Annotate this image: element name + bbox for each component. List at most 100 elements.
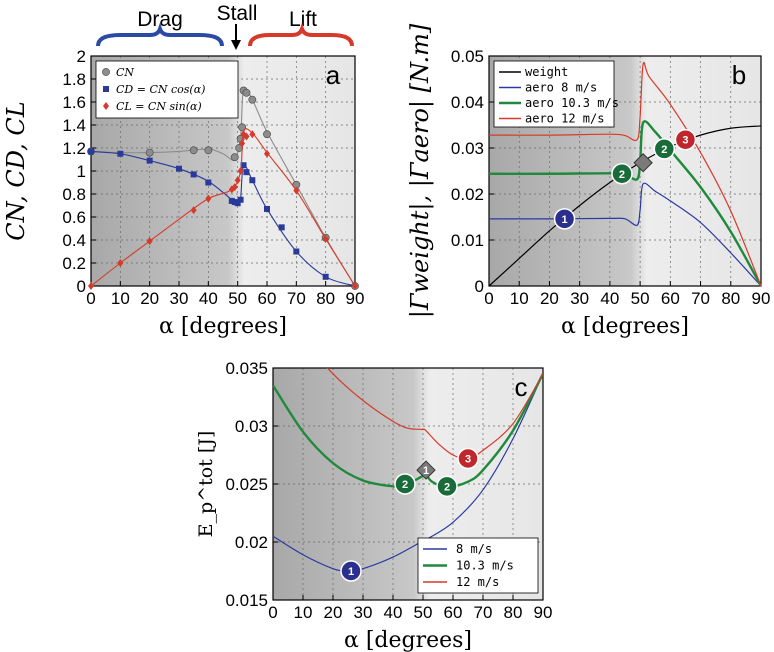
x-tick-label: 60 (661, 289, 680, 308)
legend-entry: CD = CN cos(α) (103, 83, 205, 96)
y-tick-label: 1.6 (62, 93, 86, 112)
y-tick-label: 0.015 (225, 591, 268, 610)
chart-panel-c: 0 10 20 30 40 50 60 70 80 900.0150.020.0250.030.0… (195, 359, 553, 652)
x-tick-label: 90 (752, 289, 771, 308)
data-point (278, 224, 285, 231)
x-tick-label: 80 (316, 289, 335, 308)
data-point (146, 157, 153, 164)
operating-point-stall (633, 153, 653, 173)
operating-point-diamond (633, 153, 653, 173)
operating-point-3: 3 (674, 128, 697, 151)
y-tick-label: 0 (475, 277, 484, 296)
x-tick-label: 0 (268, 603, 277, 622)
legend-entry: aero 8 m/s (499, 81, 597, 95)
x-tick-label: 30 (570, 289, 589, 308)
y-tick-label: 0.04 (451, 93, 484, 112)
legend-label: CD = CN cos(α) (116, 83, 205, 96)
data-point (117, 150, 124, 157)
x-tick-label: 10 (294, 603, 313, 622)
series-line (273, 373, 543, 572)
legend-entry: 12 m/s (423, 575, 499, 589)
y-tick-label: 0.03 (235, 417, 268, 436)
operating-point-diamond (416, 460, 436, 480)
operating-point-2: 2 (436, 475, 458, 498)
x-tick-label: 50 (228, 289, 247, 308)
series-2 (326, 368, 543, 460)
plot-frame (488, 55, 762, 287)
data-point (352, 282, 358, 290)
x-tick-label: 60 (444, 603, 463, 622)
x-tick-label: 40 (600, 289, 619, 308)
panel-label: c (515, 372, 528, 402)
legend-entry: 8 m/s (423, 542, 492, 556)
operating-point-1: 1 (553, 208, 576, 230)
data-point (145, 148, 154, 157)
operating-point-label: 1 (561, 214, 567, 226)
y-tick-label: 0.4 (62, 231, 86, 250)
data-point (243, 132, 250, 141)
operating-point-1: 1 (416, 460, 436, 480)
y-tick-labels: 0 0.01 0.02 0.03 0.04 0.05 (451, 47, 494, 296)
data-point (239, 139, 246, 148)
y-tick-label: 0.025 (225, 475, 268, 494)
y-tick-label: 0.6 (62, 208, 86, 227)
y-tick-label: 2 (77, 47, 86, 66)
operating-point-2: 2 (394, 473, 416, 495)
data-point (293, 248, 300, 255)
operating-point-circle (457, 447, 479, 470)
data-point (322, 234, 329, 243)
data-point (102, 68, 110, 76)
legend-entry: weight (499, 65, 568, 79)
y-tick-label: 0 (77, 277, 86, 296)
legend-label: aero 8 m/s (525, 81, 597, 95)
x-tick-label: 0 (484, 289, 493, 308)
data-point (117, 259, 124, 267)
legend-entry: aero 12 m/s (499, 112, 604, 126)
drag-brace (96, 22, 224, 47)
data-point (103, 86, 109, 92)
x-tick-label: 0 (86, 289, 95, 308)
data-point (248, 95, 257, 104)
data-point (190, 206, 197, 215)
x-tick-label: 10 (111, 289, 130, 308)
operating-point-circle (394, 473, 416, 495)
legend-label: aero 10.3 m/s (525, 96, 619, 110)
operating-point-label: 3 (465, 453, 471, 465)
data-point (240, 162, 247, 169)
operating-point-2: 2 (611, 163, 633, 185)
x-tick-label: 90 (534, 603, 553, 622)
legend-label: weight (525, 65, 568, 79)
operating-point-circle (340, 560, 362, 582)
x-tick-label: 50 (414, 603, 433, 622)
data-point (238, 123, 246, 132)
data-point (88, 282, 94, 290)
data-point (204, 146, 213, 155)
data-point (322, 273, 329, 280)
x-axis-label: α [degrees] (344, 628, 472, 652)
lift-label: Lift (289, 8, 317, 31)
chart-panel-b: 0 10 20 30 40 50 60 70 80 90 0 0.01 0.02 0.03 0.04 0.05… (406, 23, 770, 339)
panel-label: b (732, 60, 746, 90)
region-annotations: Drag Stall Lift (96, 2, 354, 50)
series-line (326, 368, 543, 460)
data-point (249, 177, 256, 184)
y-tick-label: 0.035 (225, 359, 268, 378)
legend-label: 10.3 m/s (456, 559, 514, 573)
y-tick-label: 0.2 (62, 254, 86, 273)
x-tick-label: 30 (170, 289, 189, 308)
operating-point-label: 1 (348, 566, 354, 578)
series-2 (88, 128, 358, 290)
legend: CN CD = CN cos(α) CL = CN sin(α) (95, 60, 239, 119)
y-tick-label: 1.8 (62, 70, 86, 89)
operating-point-markers: 1 2 2 3 (553, 128, 697, 230)
legend-entry: CL = CN sin(α) (103, 100, 202, 113)
x-tick-label: 70 (287, 289, 306, 308)
y-tick-label: 0.02 (235, 533, 268, 552)
data-point (234, 176, 241, 185)
series-3 (488, 62, 762, 287)
series-1 (488, 182, 762, 287)
x-tick-label: 60 (258, 289, 277, 308)
data-point (237, 196, 244, 203)
